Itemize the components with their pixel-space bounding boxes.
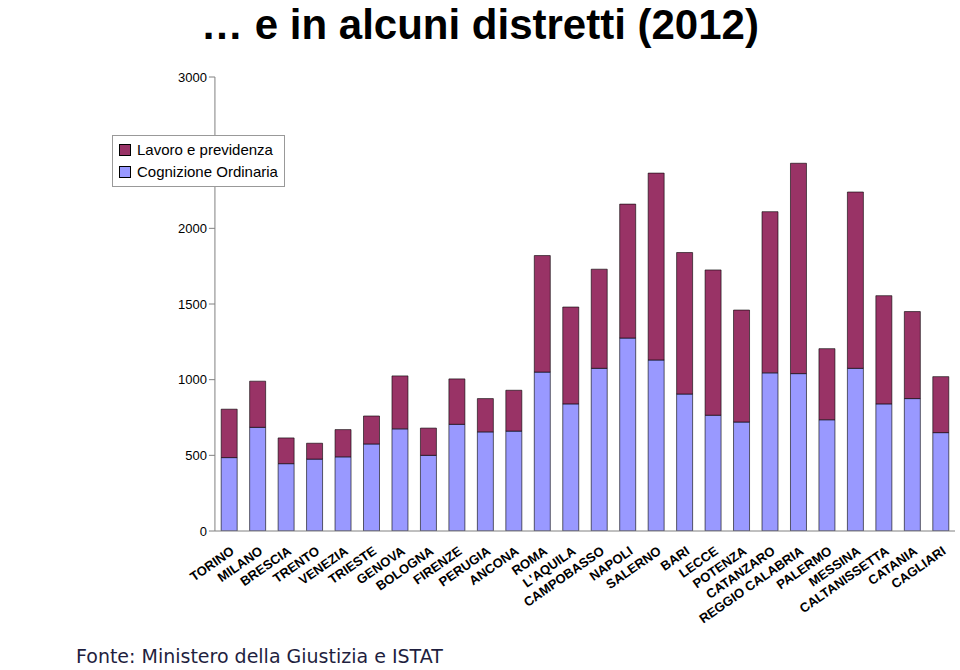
svg-text:500: 500 <box>185 448 207 463</box>
svg-text:3000: 3000 <box>178 70 207 85</box>
svg-text:0: 0 <box>200 524 207 539</box>
svg-text:2000: 2000 <box>178 221 207 236</box>
svg-text:1000: 1000 <box>178 372 207 387</box>
svg-text:CAGLIARI: CAGLIARI <box>888 543 948 591</box>
svg-text:2500: 2500 <box>178 145 207 160</box>
svg-text:SALERNO: SALERNO <box>603 543 664 592</box>
svg-text:1500: 1500 <box>178 297 207 312</box>
